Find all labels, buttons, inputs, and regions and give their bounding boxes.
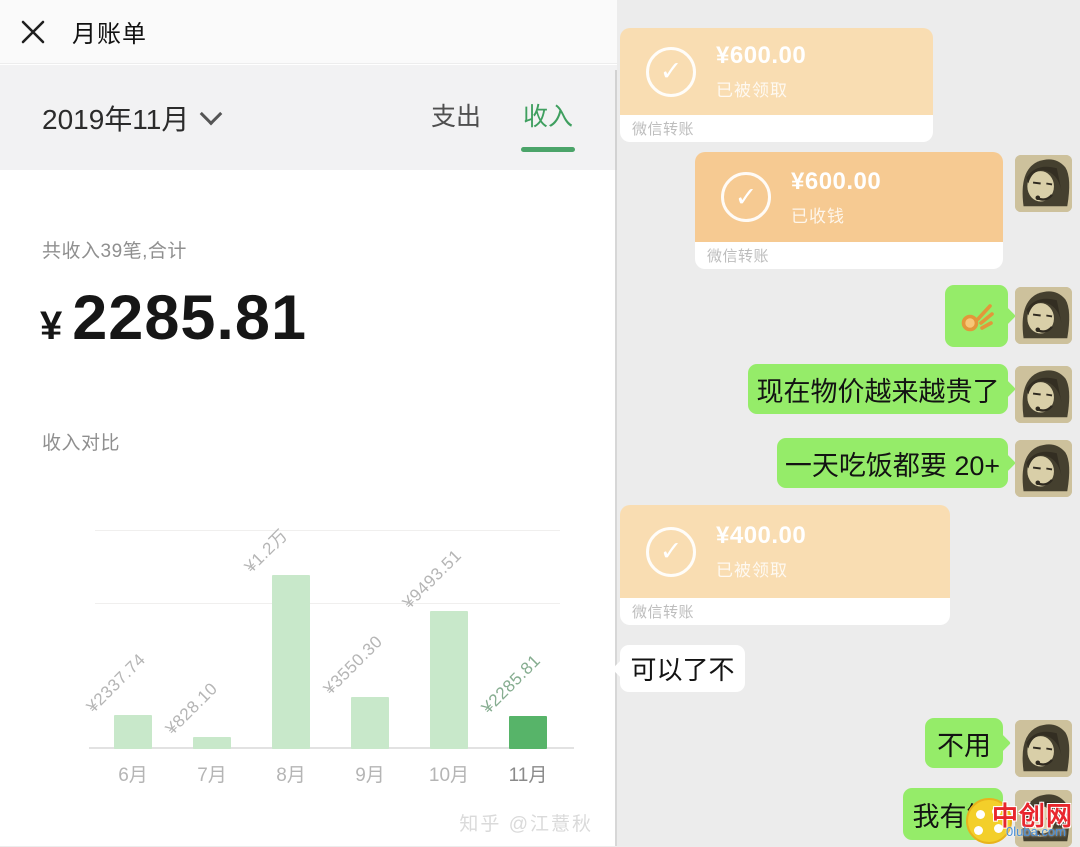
received-text-bubble: 可以了不 <box>620 645 745 692</box>
chart-bar[interactable] <box>114 715 152 749</box>
avatar[interactable] <box>1015 440 1072 497</box>
transfer-amount: ¥600.00 <box>716 42 807 69</box>
transfer-status: 已收钱 <box>791 206 845 226</box>
chart-bar[interactable] <box>430 611 468 749</box>
chart-x-tick: 10月 <box>428 765 470 786</box>
chart-bar-value-label: ¥828.10 <box>161 678 222 739</box>
transfer-status: 已被领取 <box>716 81 788 100</box>
avatar[interactable] <box>1015 720 1072 777</box>
chart-bar-value-label: ¥3550.30 <box>319 631 387 699</box>
close-icon <box>21 20 45 43</box>
chart-baseline <box>89 747 574 749</box>
total-amount-value: 2285.81 <box>72 283 307 353</box>
tab-expense[interactable]: 支出 <box>430 103 481 131</box>
close-button[interactable] <box>10 9 56 55</box>
active-tab-underline <box>521 147 575 152</box>
chart-bar[interactable] <box>351 697 389 749</box>
chart-x-tick: 11月 <box>508 765 548 786</box>
chart-bar[interactable] <box>509 716 547 749</box>
avatar[interactable] <box>1015 790 1072 847</box>
chart-x-tick: 8月 <box>276 765 306 786</box>
tab-income[interactable]: 收入 <box>521 83 575 152</box>
chat-panel: ✓ ¥600.00 已被领取 微信转账 ✓ ¥600.00 已收钱 微信转账 <box>617 0 1080 847</box>
transfer-bubble[interactable]: ✓ ¥600.00 已收钱 微信转账 <box>695 152 1003 269</box>
total-amount: ¥ 2285.81 <box>40 282 307 354</box>
transfer-bubble[interactable]: ✓ ¥400.00 已被领取 微信转账 <box>620 505 950 625</box>
transfer-amount: ¥400.00 <box>716 522 807 549</box>
income-summary-label: 共收入39笔,合计 <box>42 241 187 262</box>
chart-bar-value-label: ¥2337.74 <box>82 649 150 717</box>
chart-bar[interactable] <box>272 575 310 749</box>
transfer-status: 已被领取 <box>716 561 788 580</box>
chevron-down-icon <box>200 102 223 125</box>
avatar[interactable] <box>1015 287 1072 344</box>
text-bubble: 不用 <box>925 718 1003 768</box>
page-title: 月账单 <box>72 21 147 48</box>
ok-hand-icon <box>961 304 994 332</box>
transfer-type-label: 微信转账 <box>620 115 933 142</box>
chart-bar[interactable] <box>193 737 231 749</box>
chart-gridline <box>95 530 560 531</box>
chart-x-tick: 9月 <box>355 765 385 786</box>
currency-symbol: ¥ <box>40 304 63 348</box>
compare-section-label: 收入对比 <box>42 433 121 454</box>
emoji-bubble <box>945 285 1008 347</box>
monthly-bill-panel: 月账单 2019年11月 支出 收入 共收入39笔,合计 ¥ 2285.81 收… <box>0 0 617 846</box>
transfer-type-label: 微信转账 <box>620 598 950 625</box>
avatar[interactable] <box>1015 155 1072 212</box>
transfer-bubble[interactable]: ✓ ¥600.00 已被领取 微信转账 <box>620 28 933 142</box>
tabs: 支出 收入 <box>429 83 575 152</box>
check-circle-icon: ✓ <box>721 172 771 222</box>
transfer-amount: ¥600.00 <box>791 167 882 195</box>
text-bubble: 现在物价越来越贵了 <box>748 364 1008 414</box>
chart-x-axis: 6月 7月 8月 9月 10月 11月 <box>95 760 560 788</box>
chart-x-tick: 6月 <box>118 765 148 786</box>
text-bubble: 一天吃饭都要 20+ <box>777 438 1008 488</box>
month-selector[interactable]: 2019年11月 <box>42 98 223 138</box>
chart-bar-value-label: ¥2285.81 <box>477 650 545 718</box>
check-circle-icon: ✓ <box>646 526 696 577</box>
text-bubble: 我有钱 <box>903 788 1003 840</box>
zhihu-watermark: 知乎 @江薏秋 <box>459 814 593 835</box>
bar-chart-plot: ¥2337.74 ¥828.10 ¥1.2万 ¥3550.30 ¥9493.51 ¥228… <box>83 489 574 749</box>
avatar[interactable] <box>1015 366 1072 423</box>
avatar-sketch <box>1015 155 1072 212</box>
month-selector-label: 2019年11月 <box>42 103 190 135</box>
panel-divider <box>615 70 617 846</box>
filter-bar: 2019年11月 支出 收入 <box>0 65 617 170</box>
app-header: 月账单 <box>0 0 617 64</box>
transfer-type-label: 微信转账 <box>695 242 1003 269</box>
check-circle-icon: ✓ <box>646 46 696 97</box>
chart-x-tick: 7月 <box>197 765 227 786</box>
chart-gridline <box>95 603 560 604</box>
